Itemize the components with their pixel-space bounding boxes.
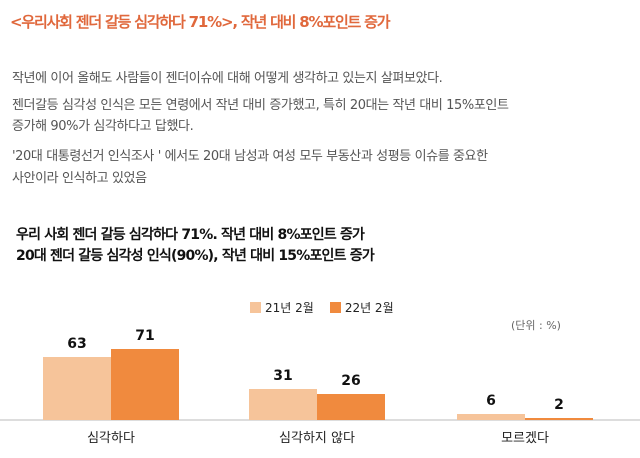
legend-item-2022: 22년 2월: [329, 299, 394, 316]
unit-label: (단위 : %): [511, 319, 561, 332]
bar: [317, 394, 385, 420]
page-headline: <우리사회 젠더 갈등 심각하다 71%>, 작년 대비 8%포인트 증가: [10, 13, 391, 31]
body-line-3: 증가해 90%가 심각하다고 답했다.: [12, 119, 194, 134]
bar: [249, 389, 317, 420]
bar: [525, 418, 593, 420]
category-label: 모르겠다: [501, 431, 549, 446]
chart-subtitle: 20대 젠더 갈등 심각성 인식(90%), 작년 대비 15%포인트 증가: [16, 248, 375, 264]
data-label: 31: [273, 368, 292, 384]
legend-item-2021: 21년 2월: [250, 299, 314, 316]
body-line-1: 작년에 이어 올해도 사람들이 젠더이슈에 대해 어떻게 생각하고 있는지 살펴…: [12, 71, 443, 86]
category-label: 심각하지 않다: [279, 431, 355, 446]
data-label: 2: [554, 397, 564, 413]
bar: [43, 357, 111, 420]
body-line-4: '20대 대통령선거 인식조사 ' 에서도 20대 남성과 여성 모두 부동산과…: [12, 149, 488, 164]
body-line-2: 젠더갈등 심각성 인식은 모든 연령에서 작년 대비 증가했고, 특히 20대는…: [12, 98, 509, 113]
legend-label-2022: 22년 2월: [344, 301, 394, 315]
category-label: 심각하다: [87, 431, 135, 446]
legend-swatch-2022: [329, 302, 341, 313]
legend-swatch-2021: [250, 302, 261, 313]
data-label: 26: [341, 373, 360, 389]
chart-title: 우리 사회 젠더 갈등 심각하다 71%. 작년 대비 8%포인트 증가: [16, 227, 365, 243]
chart-legend: 21년 2월 22년 2월: [250, 299, 410, 316]
body-line-5: 사안이라 인식하고 있었음: [12, 171, 147, 186]
bar: [111, 349, 179, 420]
data-label: 71: [135, 328, 154, 344]
data-label: 63: [67, 336, 86, 352]
legend-label-2021: 21년 2월: [265, 301, 314, 315]
data-label: 6: [486, 393, 496, 409]
bar: [457, 414, 525, 420]
